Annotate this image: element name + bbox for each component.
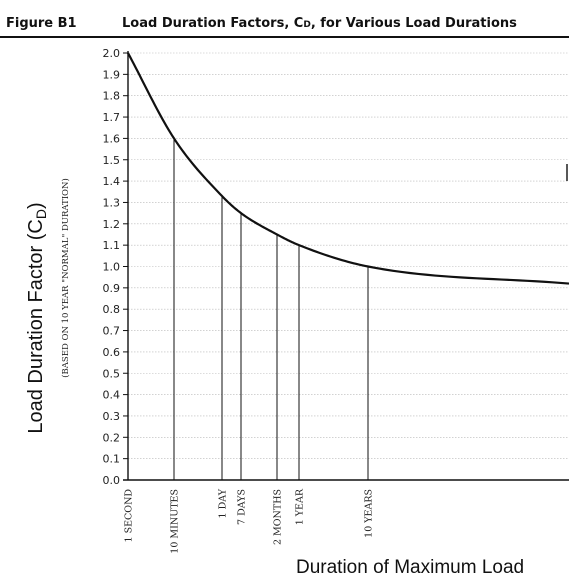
duration-label: 10 MINUTES	[170, 489, 181, 554]
y-tick-label: 1.6	[103, 132, 121, 145]
y-tick-label: 1.2	[103, 218, 121, 231]
y-tick-label: 1.4	[103, 175, 121, 188]
y-tick-label: 0.6	[103, 346, 121, 359]
header-rule	[0, 36, 569, 38]
y-axis-title: Load Duration Factor (CD)	[25, 202, 49, 433]
y-tick-label: 1.8	[103, 90, 121, 103]
load-duration-curve	[127, 52, 569, 285]
duration-label: 10 YEARS	[364, 489, 375, 538]
duration-label: 7 DAYS	[237, 489, 248, 525]
figure-title-subscript: D	[303, 20, 311, 30]
y-axis-label-close: )	[25, 202, 47, 209]
axes	[123, 51, 569, 481]
y-axis-note: (BASED ON 10 YEAR "NORMAL" DURATION)	[60, 178, 71, 378]
figure-title: Load Duration Factors, CD, for Various L…	[122, 16, 517, 31]
y-tick-label: 1.3	[103, 196, 121, 209]
y-axis-label: Load Duration Factor (CD)	[25, 202, 49, 433]
grid-lines	[128, 52, 569, 459]
duration-label: 2 MONTHS	[273, 489, 284, 545]
y-tick-label: 0.7	[103, 325, 121, 338]
y-axis-label-main: Load Duration Factor (C	[25, 219, 47, 434]
y-axis-note-text: (BASED ON 10 YEAR "NORMAL" DURATION)	[60, 178, 71, 378]
figure-label: Figure B1	[6, 16, 77, 31]
y-tick-label: 0.2	[103, 431, 121, 444]
duration-label: 1 SECOND	[124, 489, 135, 543]
duration-drop-lines	[173, 138, 369, 480]
y-tick-label: 0.3	[103, 410, 121, 423]
y-axis-label-subscript: D	[33, 209, 49, 219]
duration-label: 1 DAY	[218, 488, 229, 518]
y-tick-label: 0.4	[103, 389, 121, 402]
y-tick-label: 0.8	[103, 303, 121, 316]
duration-label: 1 YEAR	[295, 488, 306, 525]
y-tick-label: 1.9	[103, 68, 121, 81]
y-tick-label: 0.1	[103, 453, 121, 466]
y-tick-label: 0.5	[103, 367, 121, 380]
y-tick-label: 0.9	[103, 282, 121, 295]
y-tick-label: 0.0	[103, 474, 121, 487]
x-axis-label: Duration of Maximum Load	[296, 557, 525, 578]
y-tick-label: 1.5	[103, 154, 121, 167]
y-tick-label: 1.1	[103, 239, 121, 252]
y-tick-label: 1.7	[103, 111, 121, 124]
y-tick-label: 2.0	[103, 47, 121, 60]
y-tick-label: 1.0	[103, 261, 121, 274]
figure-title-main: Load Duration Factors, C	[122, 16, 304, 31]
figure-title-rest: , for Various Load Durations	[310, 16, 517, 31]
figure-header: Figure B1 Load Duration Factors, CD, for…	[0, 0, 569, 38]
duration-labels: 1 SECOND 10 MINUTES 1 DAY 7 DAYS 2 MONTHS 1 Y…	[124, 488, 375, 554]
y-tick-labels: 0.0 0.1 0.2 0.3 0.4 0.5 0.6 0.7 0.8 0.9 1.0 1.1 1.2 1…	[103, 47, 121, 487]
